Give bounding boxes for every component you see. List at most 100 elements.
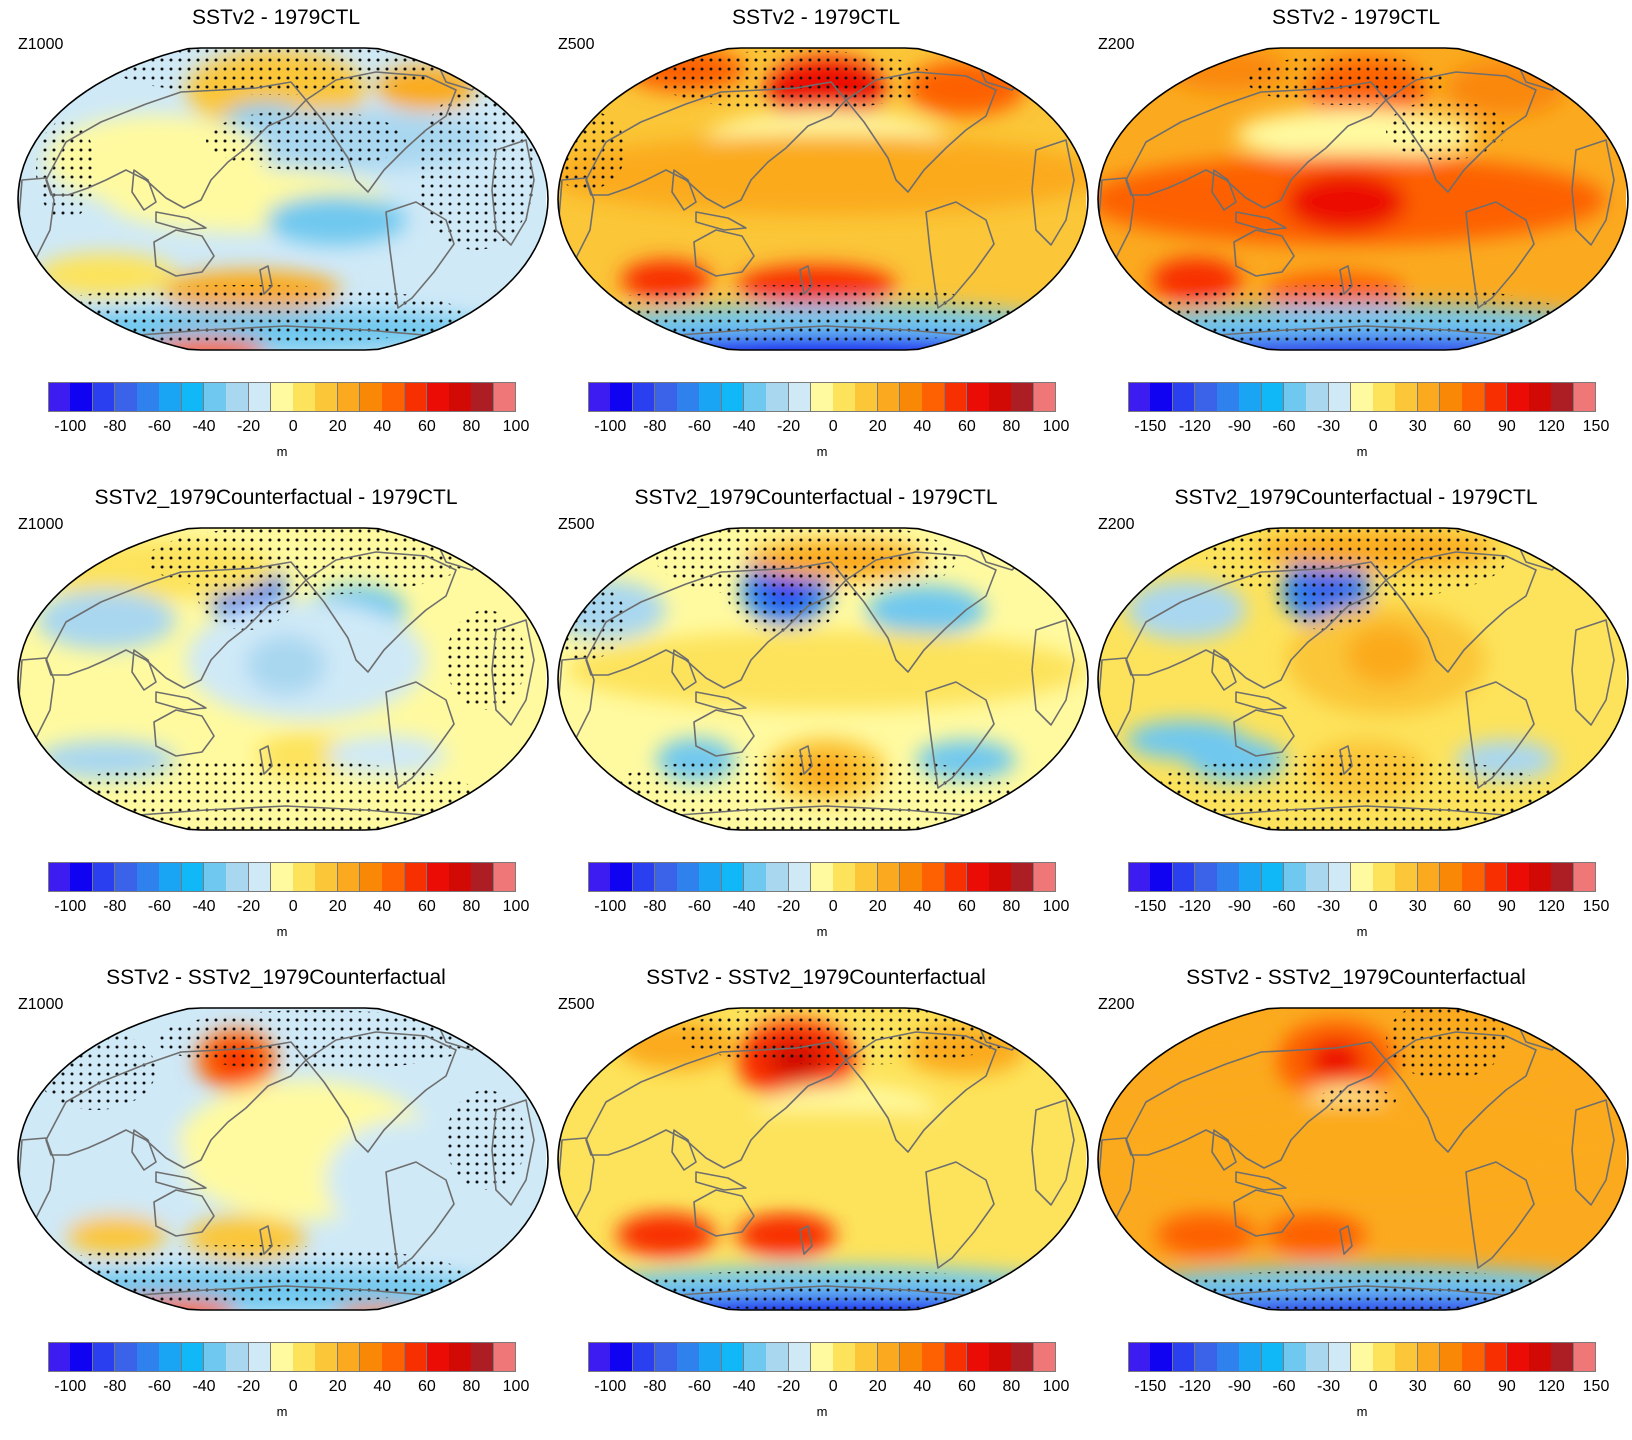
coastline bbox=[845, 551, 997, 673]
coastline bbox=[671, 649, 697, 691]
significance-stipple bbox=[416, 90, 536, 250]
colorbar bbox=[1128, 1342, 1597, 1372]
panel-title: SSTv2_1979Counterfactual - 1979CTL bbox=[634, 486, 998, 509]
coastline bbox=[1125, 81, 1387, 209]
colorbar-swatch bbox=[114, 862, 138, 892]
colorbar-tick-label: 120 bbox=[1538, 898, 1565, 915]
significance-stipple bbox=[1126, 285, 1566, 345]
anomaly-region bbox=[66, 1215, 166, 1255]
map-border bbox=[557, 47, 1089, 351]
colorbar-swatch bbox=[654, 382, 678, 412]
anomaly-region bbox=[616, 1213, 716, 1257]
coastline bbox=[259, 265, 273, 295]
colorbar-swatch bbox=[181, 862, 205, 892]
colorbar-tick-label: 0 bbox=[828, 418, 838, 435]
colorbar-tick-label: -100 bbox=[594, 418, 627, 435]
coastline bbox=[925, 201, 995, 309]
map-border bbox=[557, 527, 1089, 831]
colorbar-tick-label: -80 bbox=[103, 418, 127, 435]
colorbar-swatch bbox=[966, 1342, 990, 1372]
map-field bbox=[558, 48, 1088, 350]
coastline bbox=[1233, 1189, 1295, 1237]
colorbar-tick-label: 100 bbox=[502, 418, 530, 435]
colorbar-tick-label: 80 bbox=[1002, 1378, 1021, 1395]
coastline bbox=[695, 1171, 747, 1191]
significance-stipple bbox=[726, 545, 846, 635]
coastline bbox=[1465, 681, 1535, 789]
colorbar-swatch bbox=[877, 1342, 901, 1372]
colorbar-tick-label: -80 bbox=[643, 1378, 667, 1395]
colorbar-tick-label: -30 bbox=[1317, 418, 1341, 435]
anomaly-region bbox=[1308, 1040, 1364, 1080]
colorbar-tick-label: -100 bbox=[54, 418, 87, 435]
coastline bbox=[1465, 201, 1535, 309]
coastline bbox=[799, 745, 813, 775]
coastline bbox=[1235, 1171, 1287, 1191]
colorbar-swatch bbox=[1194, 862, 1218, 892]
colorbar-swatch bbox=[1417, 1342, 1441, 1372]
coastline bbox=[155, 211, 207, 231]
panel-title: SSTv2 - 1979CTL bbox=[191, 6, 361, 29]
colorbar-swatch bbox=[1261, 862, 1285, 892]
colorbar-tick-label: -100 bbox=[594, 1378, 627, 1395]
coastline bbox=[131, 169, 157, 211]
colorbar-tick-label: 80 bbox=[462, 418, 481, 435]
colorbar-tick-label: -20 bbox=[777, 418, 801, 435]
coastline bbox=[1235, 211, 1287, 231]
coastline bbox=[155, 691, 207, 711]
colorbar-tick-label: 30 bbox=[1408, 898, 1427, 915]
colorbar-tick-label: -60 bbox=[1272, 1378, 1296, 1395]
colorbar-swatch bbox=[1261, 382, 1285, 412]
anomaly-region bbox=[36, 253, 176, 297]
colorbar-tick-label: 40 bbox=[913, 898, 932, 915]
colorbar-tick-label: 0 bbox=[1368, 898, 1378, 915]
colorbar-tick-label: 20 bbox=[868, 898, 887, 915]
anomaly-region bbox=[558, 135, 1088, 215]
colorbar-swatch bbox=[721, 1342, 745, 1372]
colorbar-swatch bbox=[114, 382, 138, 412]
colorbar-tick-label: 0 bbox=[288, 898, 298, 915]
colorbar-tick-label: -60 bbox=[687, 1378, 711, 1395]
colorbar-frame bbox=[588, 382, 1056, 412]
significance-stipple bbox=[26, 285, 466, 345]
colorbar-tick-label: -120 bbox=[1178, 1378, 1211, 1395]
colorbar-tick-label: 60 bbox=[957, 898, 976, 915]
colorbar-tick-label: -150 bbox=[1134, 418, 1167, 435]
colorbar-swatch bbox=[810, 382, 834, 412]
colorbar-unit: m bbox=[816, 1404, 828, 1419]
colorbar-tick-label: -100 bbox=[54, 1378, 87, 1395]
map-panel-7: SSTv2 - SSTv2_1979Counterfactual Z1000 m… bbox=[6, 960, 549, 1440]
coastline bbox=[925, 1161, 995, 1269]
coastline bbox=[1235, 691, 1287, 711]
coastline bbox=[1339, 265, 1353, 295]
map-border bbox=[1097, 1007, 1629, 1311]
map-plot bbox=[17, 47, 549, 351]
coastline bbox=[385, 201, 455, 309]
level-label: Z200 bbox=[1098, 516, 1135, 533]
colorbar-frame bbox=[48, 862, 516, 892]
colorbar-tick-label: 80 bbox=[462, 898, 481, 915]
colorbar-tick-label: -90 bbox=[1227, 418, 1251, 435]
level-label: Z1000 bbox=[18, 996, 64, 1013]
colorbar-frame bbox=[48, 382, 516, 412]
colorbar-swatch bbox=[966, 862, 990, 892]
coastline bbox=[1125, 561, 1387, 689]
map-panel-2: SSTv2 - 1979CTL Z500 m -100 -80 -60 -40 -20 0… bbox=[546, 0, 1089, 480]
coastline bbox=[1385, 71, 1537, 193]
colorbar bbox=[48, 382, 517, 412]
colorbar-tick-label: -90 bbox=[1227, 898, 1251, 915]
significance-stipple bbox=[676, 1008, 1016, 1065]
colorbar-tick-label: 60 bbox=[957, 1378, 976, 1395]
anomaly-region bbox=[566, 630, 1086, 710]
colorbar-unit: m bbox=[816, 444, 828, 459]
colorbar-tick-label: -80 bbox=[103, 1378, 127, 1395]
colorbar-unit: m bbox=[276, 924, 288, 939]
panel-title: SSTv2 - 1979CTL bbox=[731, 6, 901, 29]
colorbar-tick-label: 40 bbox=[373, 898, 392, 915]
coastline bbox=[1211, 649, 1237, 691]
colorbar-unit: m bbox=[1356, 924, 1368, 939]
significance-stipple bbox=[116, 48, 436, 95]
colorbar bbox=[588, 1342, 1057, 1372]
colorbar-tick-label: -60 bbox=[147, 898, 171, 915]
